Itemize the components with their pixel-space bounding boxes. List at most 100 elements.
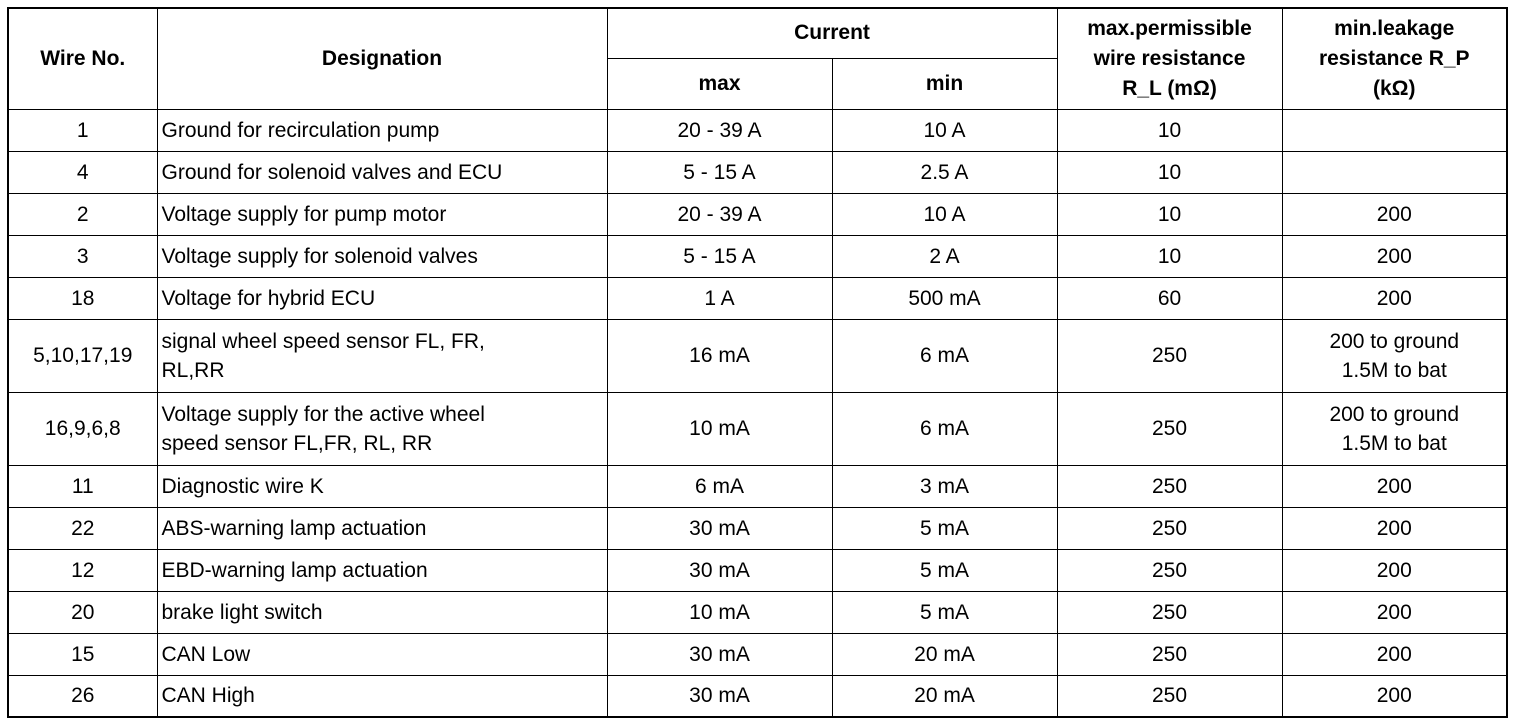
wire-no-cell: 16,9,6,8 [7,391,158,466]
current-max-cell: 30 mA [606,632,833,676]
leakage-resistance-cell-line: 200 [1376,286,1412,310]
leakage-resistance-cell-line: 200 [1376,558,1412,582]
designation-cell-line: speed sensor FL,FR, RL, RR [161,431,433,455]
designation-cell: Voltage supply for the active wheel speed… [156,391,608,466]
leakage-resistance-cell: 200 [1281,276,1508,320]
wire-resistance-cell: 10 [1056,234,1283,278]
designation-cell: Ground for solenoid valves and ECU [156,150,608,194]
leakage-resistance-cell-line: 200 [1376,684,1412,708]
current-min-cell: 5 mA [831,548,1058,592]
leakage-resistance-cell-line: 200 [1376,516,1412,540]
designation-cell: Voltage supply for solenoid valves [156,234,608,278]
current-max-cell: 30 mA [606,674,833,718]
leakage-resistance-cell-line: 200 [1376,244,1412,268]
header-leakage-resistance: min.leakage resistance R_P (kΩ) [1281,7,1508,110]
leakage-resistance-cell-line: 200 to ground [1329,329,1460,353]
wire-no-cell: 12 [7,548,158,592]
wire-resistance-cell: 250 [1056,391,1283,466]
wire-resistance-cell: 250 [1056,318,1283,393]
table-row: 18 Voltage for hybrid ECU 1 A 500 mA 60 200 [7,276,1508,320]
current-max-cell: 5 - 15 A [606,150,833,194]
current-max-cell: 10 mA [606,391,833,466]
table-row: 15 CAN Low 30 mA 20 mA 250 200 [7,632,1508,676]
leakage-resistance-cell: 200 [1281,674,1508,718]
current-min-cell: 3 mA [831,464,1058,508]
designation-cell: Ground for recirculation pump [156,108,608,152]
wire-specification-table: Wire No. Designation Current max.permiss… [7,7,1508,718]
current-min-cell: 20 mA [831,632,1058,676]
designation-cell: brake light switch [156,590,608,634]
leakage-resistance-cell-line: 1.5M to bat [1341,358,1447,382]
leakage-resistance-cell [1281,150,1508,194]
header-leakage-resistance-line: (kΩ) [1372,76,1416,100]
current-min-cell: 10 A [831,108,1058,152]
header-wire-resistance-line: max.permissible [1087,16,1252,40]
table-header: Wire No. Designation Current max.permiss… [7,7,1508,110]
leakage-resistance-cell: 200 [1281,506,1508,550]
designation-cell-line: CAN High [161,684,255,708]
leakage-resistance-cell: 200 [1281,548,1508,592]
wire-no-cell: 22 [7,506,158,550]
header-leakage-resistance-line: resistance R_P [1318,46,1470,70]
leakage-resistance-cell: 200 [1281,590,1508,634]
current-min-cell: 20 mA [831,674,1058,718]
header-row-top: Wire No. Designation Current max.permiss… [7,7,1508,110]
wire-resistance-cell: 250 [1056,464,1283,508]
current-max-cell: 20 - 39 A [606,108,833,152]
designation-cell: EBD-warning lamp actuation [156,548,608,592]
designation-cell: CAN Low [156,632,608,676]
wire-resistance-cell: 60 [1056,276,1283,320]
wire-no-cell: 15 [7,632,158,676]
designation-cell: CAN High [156,674,608,718]
current-min-cell: 6 mA [831,391,1058,466]
current-min-cell: 2.5 A [831,150,1058,194]
header-current-min: min [831,57,1058,110]
current-max-cell: 30 mA [606,506,833,550]
table-row: 26 CAN High 30 mA 20 mA 250 200 [7,674,1508,718]
designation-cell-line: EBD-warning lamp actuation [161,558,428,582]
current-max-cell: 16 mA [606,318,833,393]
header-leakage-resistance-line: min.leakage [1334,16,1455,40]
wire-no-cell: 3 [7,234,158,278]
leakage-resistance-cell: 200 [1281,632,1508,676]
wire-resistance-cell: 10 [1056,150,1283,194]
designation-cell-line: ABS-warning lamp actuation [161,516,427,540]
header-designation: Designation [156,7,608,110]
wire-resistance-cell: 10 [1056,108,1283,152]
leakage-resistance-cell-line: 200 [1376,474,1412,498]
leakage-resistance-cell: 200 [1281,234,1508,278]
table-row: 12 EBD-warning lamp actuation 30 mA 5 mA 250… [7,548,1508,592]
current-max-cell: 1 A [606,276,833,320]
designation-cell-line: Voltage supply for the active wheel [161,402,485,426]
leakage-resistance-cell: 200 to ground 1.5M to bat [1281,318,1508,393]
current-max-cell: 10 mA [606,590,833,634]
current-min-cell: 5 mA [831,590,1058,634]
leakage-resistance-cell [1281,108,1508,152]
designation-cell: Voltage for hybrid ECU [156,276,608,320]
designation-cell-line: signal wheel speed sensor FL, FR, [161,329,485,353]
table-row: 20 brake light switch 10 mA 5 mA 250 200 [7,590,1508,634]
designation-cell-line: CAN Low [161,642,251,666]
wire-resistance-cell: 250 [1056,506,1283,550]
table-row: 4 Ground for solenoid valves and ECU 5 - 1… [7,150,1508,194]
wire-resistance-cell: 10 [1056,192,1283,236]
current-max-cell: 5 - 15 A [606,234,833,278]
leakage-resistance-cell: 200 [1281,192,1508,236]
table-row: 16,9,6,8 Voltage supply for the active wh… [7,391,1508,466]
wire-no-cell: 5,10,17,19 [7,318,158,393]
wire-no-cell: 4 [7,150,158,194]
leakage-resistance-cell-line: 200 to ground [1329,402,1460,426]
designation-cell-line: Voltage supply for pump motor [161,202,447,226]
leakage-resistance-cell: 200 to ground 1.5M to bat [1281,391,1508,466]
header-current: Current [606,7,1058,59]
current-min-cell: 6 mA [831,318,1058,393]
designation-cell-line: RL,RR [161,358,225,382]
current-min-cell: 5 mA [831,506,1058,550]
current-max-cell: 6 mA [606,464,833,508]
designation-cell-line: Diagnostic wire K [161,474,324,498]
designation-cell-line: Voltage supply for solenoid valves [161,244,478,268]
current-min-cell: 500 mA [831,276,1058,320]
